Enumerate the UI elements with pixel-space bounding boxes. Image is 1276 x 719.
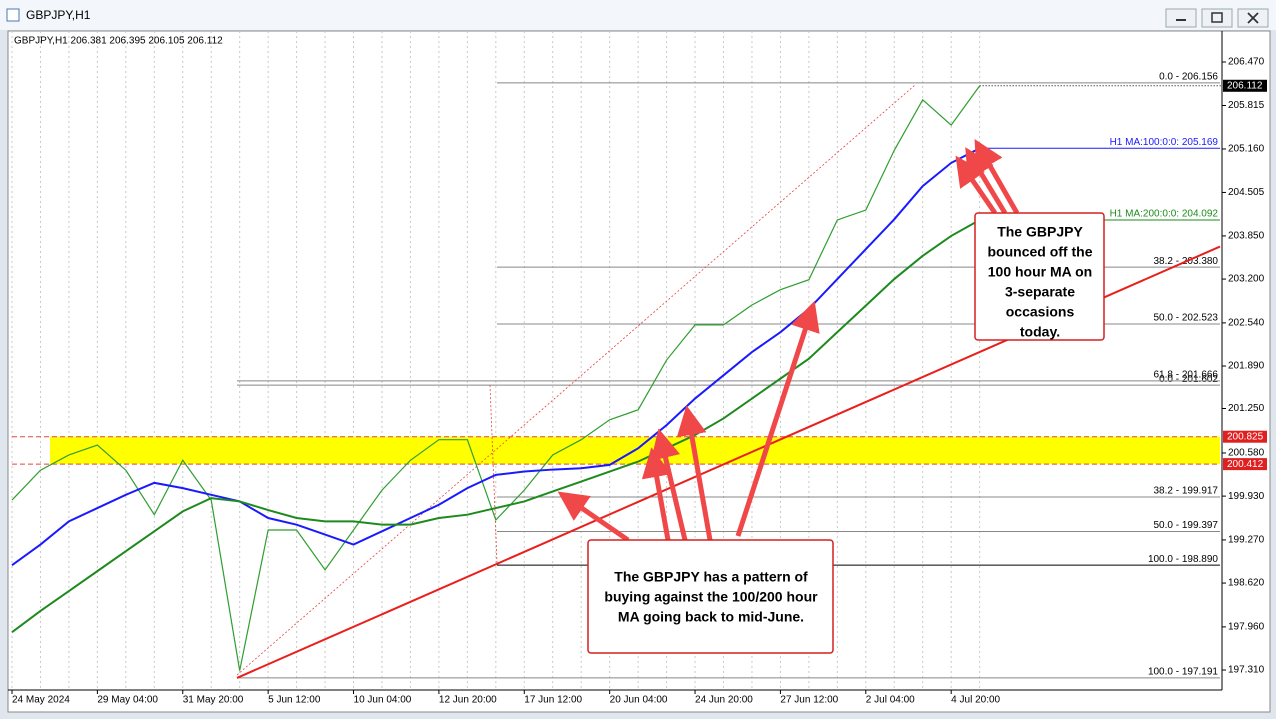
annotations: The GBPJPY bounced off the 100 hour MA on 3… (604, 224, 1092, 625)
annotation-text: occasions (1006, 304, 1075, 320)
annotation-text: MA going back to mid-June. (618, 609, 804, 625)
fib-label: 38.2 - 199.917 (1154, 486, 1219, 497)
annotation-text: The GBPJPY (997, 224, 1083, 240)
annotation-text: 100 hour MA on (988, 264, 1093, 280)
y-tick-label: 198.620 (1228, 578, 1265, 589)
y-tick-label: 203.850 (1228, 231, 1265, 242)
annotation-text: The GBPJPY has a pattern of (614, 569, 808, 585)
zone (12, 436, 1220, 465)
y-tick-label: 202.540 (1228, 318, 1265, 329)
series-line (11, 219, 981, 633)
x-tick-label: 4 Jul 20:00 (951, 695, 1000, 706)
x-tick-label: 24 May 2024 (12, 695, 70, 706)
x-tick-label: 2 Jul 04:00 (866, 695, 915, 706)
x-tick-label: 20 Jun 04:00 (610, 695, 668, 706)
y-tick-label: 205.160 (1228, 144, 1265, 155)
x-tick-label: 29 May 04:00 (97, 695, 158, 706)
y-tick-label: 201.890 (1228, 361, 1265, 372)
y-tick-label: 197.960 (1228, 622, 1265, 633)
zone-price-box (1223, 430, 1267, 443)
zone-price-label: 200.825 (1227, 431, 1264, 442)
fib-levels: 0.0 - 206.15638.2 - 203.38050.0 - 202.52… (237, 71, 1220, 679)
fib-label: 100.0 - 198.890 (1148, 554, 1218, 565)
x-tick-label: 24 Jun 20:00 (695, 695, 753, 706)
fib-label: 0.0 - 201.602 (1159, 374, 1218, 385)
maximize-button[interactable] (1201, 8, 1233, 28)
x-tick-label: 17 Jun 12:00 (524, 695, 582, 706)
ma-label: H1 MA:200:0:0: 204.092 (1110, 209, 1219, 220)
chart-header: GBPJPY,H1 206.381 206.395 206.105 206.11… (14, 36, 223, 47)
x-tick-label: 12 Jun 20:00 (439, 695, 497, 706)
annotation-text: buying against the 100/200 hour (604, 589, 818, 605)
price-box (1223, 79, 1267, 92)
fib-guide (236, 84, 916, 676)
fib-label: 50.0 - 202.523 (1154, 313, 1219, 324)
y-tick-label: 200.580 (1228, 448, 1265, 459)
y-tick-label: 203.200 (1228, 274, 1265, 285)
title-bar (0, 0, 1276, 30)
y-tick-label: 199.270 (1228, 535, 1265, 546)
zone-price-box (1223, 458, 1267, 471)
fib-label: 61.8 - 201.666 (1154, 370, 1219, 381)
y-tick-label: 205.815 (1228, 100, 1265, 111)
fib-guide (489, 384, 498, 564)
window-title: GBPJPY,H1 (26, 8, 91, 22)
annotation-text: 3-separate (1005, 284, 1075, 300)
minimize-button[interactable] (1165, 8, 1197, 28)
fib-label: 0.0 - 206.156 (1159, 71, 1218, 82)
y-tick-label: 199.930 (1228, 491, 1265, 502)
annotation-box (587, 539, 834, 654)
fib-label: 50.0 - 199.397 (1154, 520, 1219, 531)
price-label: 206.112 (1227, 80, 1263, 91)
x-tick-label: 10 Jun 04:00 (354, 695, 412, 706)
fib-label: 100.0 - 197.191 (1148, 667, 1218, 678)
x-tick-label: 27 Jun 12:00 (780, 695, 838, 706)
x-tick-label: 31 May 20:00 (183, 695, 244, 706)
grid (11, 31, 981, 694)
x-tick-label: 5 Jun 12:00 (268, 695, 321, 706)
annotation-text: bounced off the (988, 244, 1093, 260)
plot: H1 MA:100:0:0: 205.169 H1 MA:200:0:0: 204… (11, 85, 1221, 679)
zone-price-label: 200.412 (1227, 459, 1264, 470)
window-buttons[interactable] (1165, 8, 1269, 28)
annotation-box (974, 212, 1105, 341)
y-tick-label: 197.310 (1228, 665, 1265, 676)
ma-label: H1 MA:100:0:0: 205.169 (1110, 137, 1219, 148)
y-tick-label: 201.250 (1228, 403, 1265, 414)
y-tick-label: 204.505 (1228, 187, 1265, 198)
series-line (11, 85, 981, 671)
annotation-text: today. (1020, 324, 1060, 340)
series-line (11, 147, 981, 566)
window-icon (6, 8, 20, 22)
arrows (557, 138, 1020, 543)
y-tick-label: 206.470 (1228, 57, 1265, 68)
